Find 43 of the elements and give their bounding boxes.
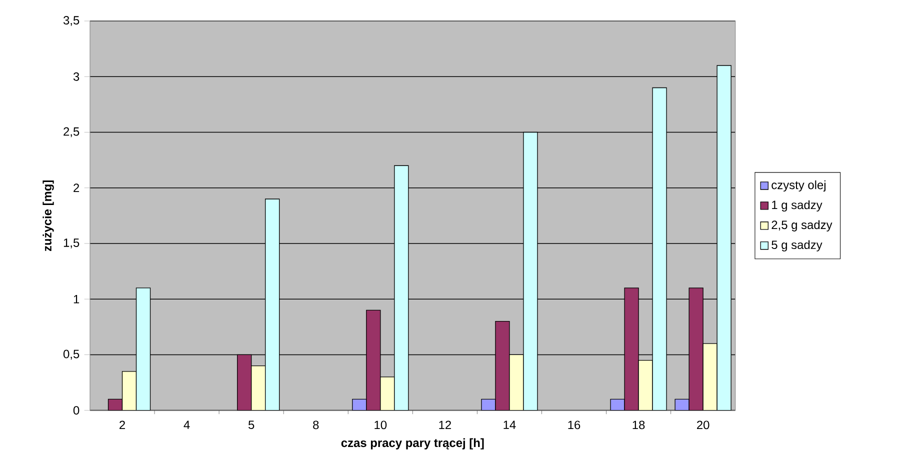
x-tick-label: 2 [120, 420, 125, 430]
legend-label: czysty olej [772, 180, 826, 192]
y-tick-label: 2 [74, 184, 80, 192]
bar [108, 399, 122, 410]
legend-label: 2,5 g sadzy [772, 220, 832, 232]
bar [716, 65, 732, 410]
legend-label: 5 g sadzy [772, 240, 822, 252]
x-tick-label: 8 [313, 420, 319, 430]
y-tick-label: 1,5 [64, 238, 80, 248]
bar [652, 87, 667, 410]
bar [702, 343, 718, 410]
y-tick-label: 0 [73, 406, 80, 415]
bar [624, 288, 639, 410]
x-tick-label: 10 [374, 420, 387, 430]
y-tick-label: 3,5 [63, 16, 80, 26]
bar [509, 354, 524, 410]
y-tick-label: 1 [74, 294, 80, 304]
bar [638, 360, 653, 410]
legend-label: 1 g sadzy [772, 200, 822, 212]
bar [495, 321, 510, 410]
bar [523, 132, 538, 410]
x-axis-title: czas pracy pary trącej [h] [341, 438, 484, 450]
bar [122, 371, 137, 410]
bar [251, 366, 266, 410]
x-tick-label: 16 [568, 420, 580, 430]
bar [366, 310, 381, 410]
y-tick-label: 0,5 [63, 350, 80, 360]
bar [136, 288, 151, 410]
bar [688, 288, 704, 410]
x-tick-label: 4 [184, 420, 190, 429]
bar [237, 354, 252, 410]
y-tick-label: 3 [73, 72, 80, 81]
x-tick-label: 18 [632, 420, 645, 430]
x-tick-label: 14 [504, 420, 516, 429]
bar [380, 376, 395, 410]
x-tick-label: 12 [439, 420, 451, 430]
x-tick-label: 5 [248, 420, 254, 430]
x-tick-label: 20 [697, 420, 710, 430]
y-tick-label: 2,5 [64, 127, 80, 138]
bar [352, 399, 366, 410]
bar [394, 165, 409, 410]
y-axis-title: zużycie [mg] [42, 180, 54, 252]
bar [265, 198, 280, 410]
